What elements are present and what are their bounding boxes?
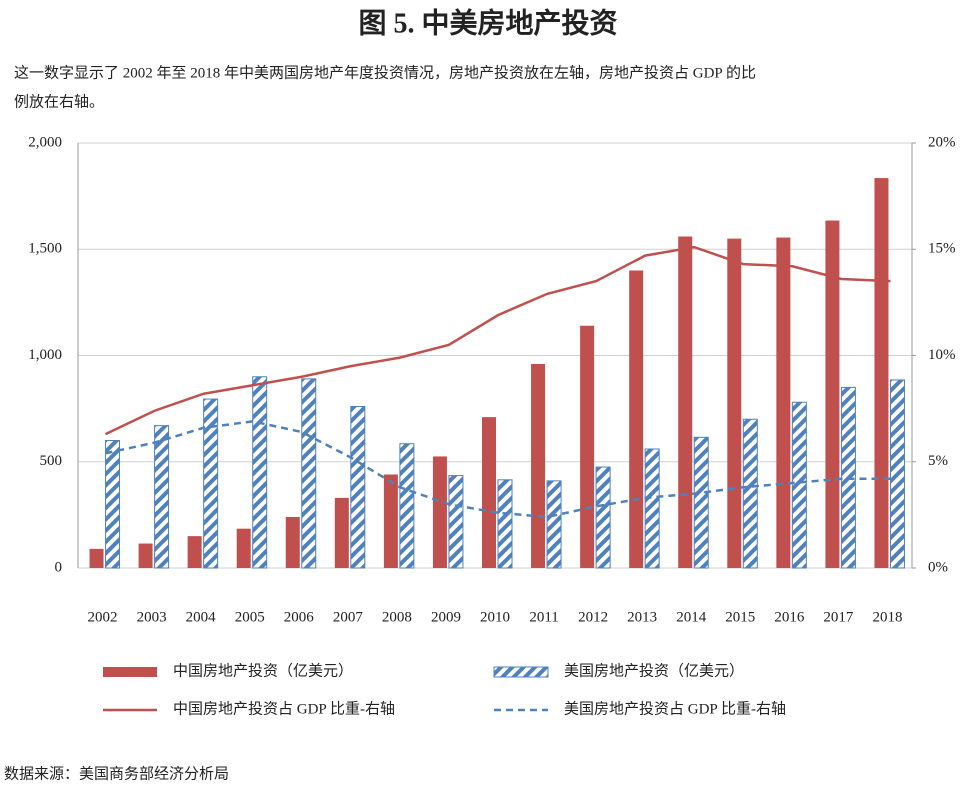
legend-swatch <box>103 667 157 677</box>
legend-swatch <box>493 666 549 678</box>
bar <box>285 517 300 568</box>
bar <box>105 440 121 569</box>
bar <box>776 237 791 568</box>
x-tick-label: 2011 <box>529 609 558 625</box>
bar <box>334 497 349 568</box>
x-tick-label: 2005 <box>235 609 265 625</box>
bar <box>252 376 268 569</box>
bar <box>236 528 251 568</box>
bar <box>546 480 562 569</box>
bar <box>580 325 595 568</box>
bar <box>350 406 366 569</box>
y2-tick-label: 20% <box>928 134 956 150</box>
x-tick-label: 2010 <box>480 609 510 625</box>
x-tick-label: 2004 <box>186 609 217 625</box>
bar <box>874 178 889 568</box>
x-tick-label: 2013 <box>627 609 657 625</box>
chart-title: 图 5. 中美房地产投资 <box>358 6 617 39</box>
bar <box>89 548 104 568</box>
bar <box>383 474 398 568</box>
legend-label: 美国房地产投资占 GDP 比重-右轴 <box>564 700 786 717</box>
bar <box>629 270 644 568</box>
bar <box>497 479 513 569</box>
source: 数据来源：美国商务部经济分析局 <box>4 765 229 782</box>
legend-label: 美国房地产投资（亿美元） <box>564 662 744 679</box>
bar <box>432 456 447 568</box>
y2-tick-label: 0% <box>928 559 948 575</box>
bar <box>889 379 905 569</box>
x-tick-label: 2008 <box>382 609 412 625</box>
y-tick-label: 2,000 <box>28 134 62 150</box>
legend-label: 中国房地产投资（亿美元） <box>173 662 353 679</box>
x-tick-label: 2018 <box>872 609 902 625</box>
x-tick-label: 2016 <box>774 609 805 625</box>
x-tick-label: 2017 <box>823 609 854 625</box>
bar <box>399 443 415 569</box>
bar <box>644 448 660 569</box>
y-tick-label: 500 <box>40 453 63 469</box>
y-tick-label: 0 <box>55 559 63 575</box>
bar <box>678 236 693 568</box>
x-tick-label: 2009 <box>431 609 461 625</box>
bar <box>138 543 153 568</box>
bar <box>742 418 758 569</box>
bar <box>448 475 464 569</box>
bar <box>727 238 742 568</box>
x-tick-label: 2015 <box>725 609 755 625</box>
subtitle: 这一数字显示了 2002 年至 2018 年中美两国房地产年度投资情况，房地产投… <box>14 64 756 81</box>
y2-tick-label: 15% <box>928 241 956 257</box>
line <box>104 245 891 436</box>
bar <box>531 364 546 568</box>
legend-label: 中国房地产投资占 GDP 比重-右轴 <box>173 700 395 717</box>
bar <box>595 466 611 569</box>
bar <box>203 398 219 569</box>
bar <box>693 436 709 569</box>
x-tick-label: 2006 <box>284 609 315 625</box>
y-tick-label: 1,000 <box>28 347 62 363</box>
y2-tick-label: 10% <box>928 347 956 363</box>
bar <box>482 417 496 568</box>
y-tick-label: 1,500 <box>28 241 62 257</box>
x-tick-label: 2007 <box>333 609 364 625</box>
bar <box>791 401 807 569</box>
subtitle: 例放在右轴。 <box>14 93 104 110</box>
bar <box>825 220 840 568</box>
bar <box>187 536 202 568</box>
x-tick-label: 2003 <box>137 609 167 625</box>
bar <box>154 425 170 569</box>
bar <box>301 378 317 569</box>
x-tick-label: 2012 <box>578 609 608 625</box>
line <box>105 420 891 519</box>
x-tick-label: 2014 <box>676 609 707 625</box>
y2-tick-label: 5% <box>928 453 948 469</box>
x-tick-label: 2002 <box>88 609 118 625</box>
